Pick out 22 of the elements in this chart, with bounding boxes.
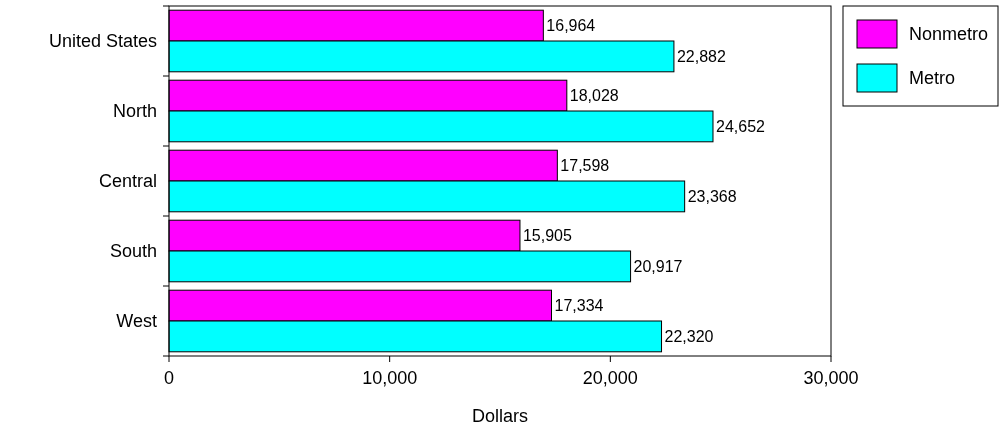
legend-label: Metro: [909, 68, 956, 89]
legend-label: Nonmetro: [909, 24, 989, 45]
data-label: 17,598: [560, 157, 610, 175]
data-label: 17,334: [554, 297, 604, 315]
y-tick-label: Central: [98, 171, 157, 192]
data-label: 22,882: [676, 48, 726, 65]
y-tick-label: South: [109, 241, 157, 262]
y-tick-label: United States: [48, 31, 157, 52]
data-label: 22,320: [664, 328, 714, 345]
y-tick-label: West: [116, 311, 157, 332]
x-tick-label: 30,000: [803, 368, 859, 388]
x-tick-label: 0: [163, 368, 175, 388]
data-label: 15,905: [522, 227, 573, 245]
data-label: 24,652: [715, 118, 766, 135]
data-label: 18,028: [569, 87, 619, 105]
data-label: 23,368: [687, 188, 737, 205]
x-tick-label: 20,000: [582, 368, 638, 388]
x-axis-title: Dollars: [471, 406, 529, 426]
y-tick-label: North: [112, 101, 157, 122]
x-tick-label: 10,000: [362, 368, 418, 388]
data-label: 16,964: [546, 17, 596, 35]
data-label: 20,917: [633, 258, 683, 275]
